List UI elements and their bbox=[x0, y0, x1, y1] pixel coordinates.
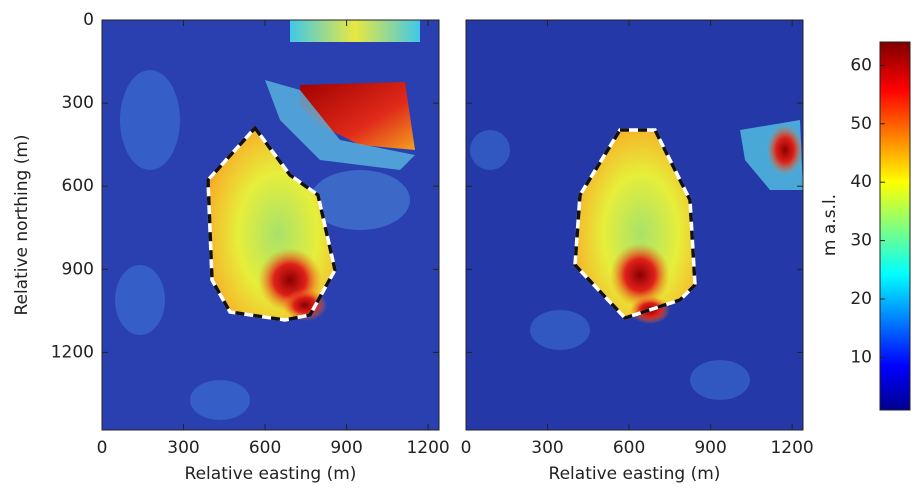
colorbar bbox=[879, 41, 911, 411]
colorbar-tick-label: 40 bbox=[850, 172, 872, 192]
colorbar-tick-label: 10 bbox=[850, 347, 872, 367]
panel-1-image bbox=[102, 20, 439, 430]
y-axis-label: Relative northing (m) bbox=[12, 134, 32, 315]
y-tick-label: 900 bbox=[62, 259, 94, 279]
colorbar-tick-label: 20 bbox=[850, 289, 872, 309]
x-tick-label: 0 bbox=[461, 438, 472, 458]
x-tick-label: 600 bbox=[249, 438, 281, 458]
x-tick-label: 300 bbox=[531, 438, 563, 458]
x-tick-label: 900 bbox=[330, 438, 362, 458]
y-tick-label: 0 bbox=[83, 10, 94, 30]
y-tick-label: 1200 bbox=[51, 342, 94, 362]
x-tick-label: 300 bbox=[167, 438, 199, 458]
x-tick-label: 1200 bbox=[770, 438, 813, 458]
x-tick-label: 0 bbox=[97, 438, 108, 458]
colorbar-tick-label: 50 bbox=[850, 114, 872, 134]
colorbar-tick-label: 30 bbox=[850, 231, 872, 251]
x-tick-label: 1200 bbox=[406, 438, 449, 458]
plot-frame bbox=[465, 19, 804, 431]
x-tick-label: 600 bbox=[613, 438, 645, 458]
y-tick-label: 600 bbox=[62, 176, 94, 196]
panel-2-image bbox=[466, 20, 803, 430]
plot-frame bbox=[101, 19, 440, 431]
colorbar-label: m a.s.l. bbox=[820, 194, 840, 256]
x-axis-label: Relative easting (m) bbox=[549, 464, 721, 484]
y-tick-label: 300 bbox=[62, 93, 94, 113]
x-axis-label: Relative easting (m) bbox=[185, 464, 357, 484]
colorbar-tick-label: 60 bbox=[850, 55, 872, 75]
x-tick-label: 900 bbox=[694, 438, 726, 458]
